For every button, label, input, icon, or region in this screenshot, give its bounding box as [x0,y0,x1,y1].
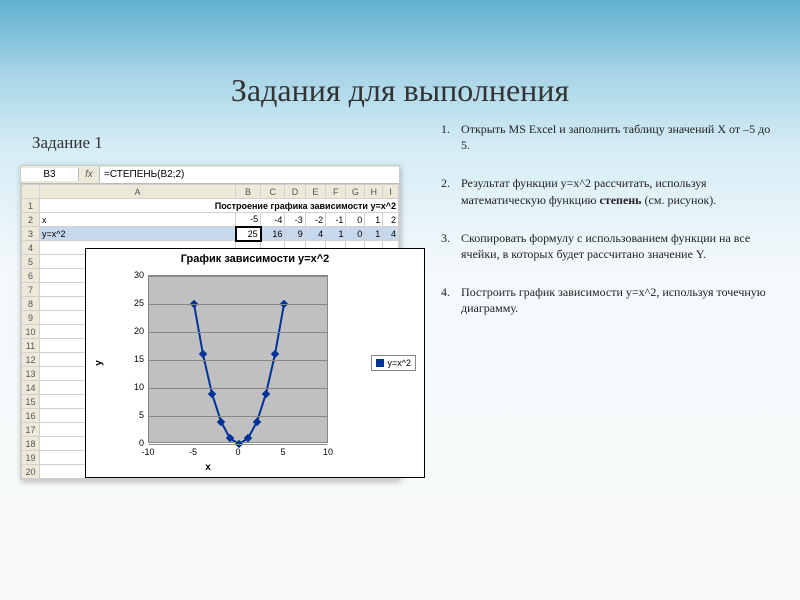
x-axis-label: x [86,462,330,473]
x-tick: -10 [141,447,154,457]
column-header: B [236,185,261,199]
chart-legend: y=x^2 [371,355,416,371]
column-header: G [346,185,365,199]
excel-screenshot: B3 fx =СТЕПЕНЬ(B2;2) ABCDEFGHI 1Построен… [20,165,400,480]
y-tick: 25 [122,298,144,308]
legend-label: y=x^2 [388,358,411,368]
cell: 4 [305,227,325,241]
row-header: 19 [22,451,40,465]
row-header: 10 [22,325,40,339]
legend-swatch [376,359,384,367]
instruction-item: Скопировать формулу с использованием фун… [453,230,772,262]
cell: 0 [346,213,365,227]
task-subtitle: Задание 1 [20,127,411,165]
formula-text: =СТЕПЕНЬ(B2;2) [99,167,399,183]
row-header: 1 [22,199,40,213]
cell: -4 [261,213,285,227]
column-header: A [40,185,236,199]
instructions-list: Открыть MS Excel и заполнить таблицу зна… [435,121,772,317]
row-header: 18 [22,437,40,451]
cell: 0 [346,227,365,241]
column-header: E [305,185,325,199]
cell: 9 [285,227,305,241]
column-header: C [261,185,285,199]
instruction-item: Построить график зависимости y=x^2, испо… [453,284,772,316]
series-line [149,276,327,442]
cell: 25 [236,227,261,241]
column-header: H [365,185,383,199]
x-tick: 0 [235,447,240,457]
row-header: 14 [22,381,40,395]
row-header: 11 [22,339,40,353]
row-header: 3 [22,227,40,241]
left-column: Задание 1 B3 fx =СТЕПЕНЬ(B2;2) ABCDEFGHI… [20,117,411,480]
cell: 1 [326,227,346,241]
cell: 16 [261,227,285,241]
y-axis-label: y [93,360,104,366]
instruction-item: Результат функции y=x^2 рассчитать, испо… [453,175,772,207]
y-tick: 30 [122,270,144,280]
row-header: 15 [22,395,40,409]
cell: 4 [383,227,399,241]
column-header: I [383,185,399,199]
row-header: 7 [22,283,40,297]
row-header: 9 [22,311,40,325]
cell: -5 [236,213,261,227]
gridline [149,388,327,389]
cell: -1 [326,213,346,227]
y-tick: 5 [122,410,144,420]
content-row: Задание 1 B3 fx =СТЕПЕНЬ(B2;2) ABCDEFGHI… [0,117,800,480]
row-header: 13 [22,367,40,381]
x-tick: -5 [189,447,197,457]
formula-bar: B3 fx =СТЕПЕНЬ(B2;2) [21,166,399,184]
y-tick: 15 [122,354,144,364]
cell: -2 [305,213,325,227]
corner-header [22,185,40,199]
x-tick: 5 [280,447,285,457]
plot-area [148,275,328,443]
name-box: B3 [21,168,79,181]
row-header: 8 [22,297,40,311]
chart-title: График зависимости y=x^2 [86,249,424,267]
page-title: Задания для выполнения [0,0,800,117]
cell: -3 [285,213,305,227]
row-header: 2 [22,213,40,227]
x-tick: 10 [323,447,333,457]
row-header: 4 [22,241,40,255]
column-header: F [326,185,346,199]
cell: 1 [365,227,383,241]
gridline [149,276,327,277]
row-header: 6 [22,269,40,283]
title-cell: Построение графика зависимости y=x^2 [40,199,399,213]
gridline [149,416,327,417]
y-tick: 10 [122,382,144,392]
gridline [149,304,327,305]
right-column: Открыть MS Excel и заполнить таблицу зна… [411,117,772,480]
cell: 1 [365,213,383,227]
column-header: D [285,185,305,199]
cell: x [40,213,236,227]
row-header: 17 [22,423,40,437]
gridline [149,360,327,361]
fx-icon: fx [79,169,99,180]
row-header: 12 [22,353,40,367]
row-header: 20 [22,465,40,479]
row-header: 16 [22,409,40,423]
gridline [149,444,327,445]
instruction-item: Открыть MS Excel и заполнить таблицу зна… [453,121,772,153]
gridline [149,332,327,333]
cell: 2 [383,213,399,227]
cell: y=x^2 [40,227,236,241]
y-tick: 20 [122,326,144,336]
embedded-chart: График зависимости y=x^2 y 302520151050 … [85,248,425,478]
row-header: 5 [22,255,40,269]
